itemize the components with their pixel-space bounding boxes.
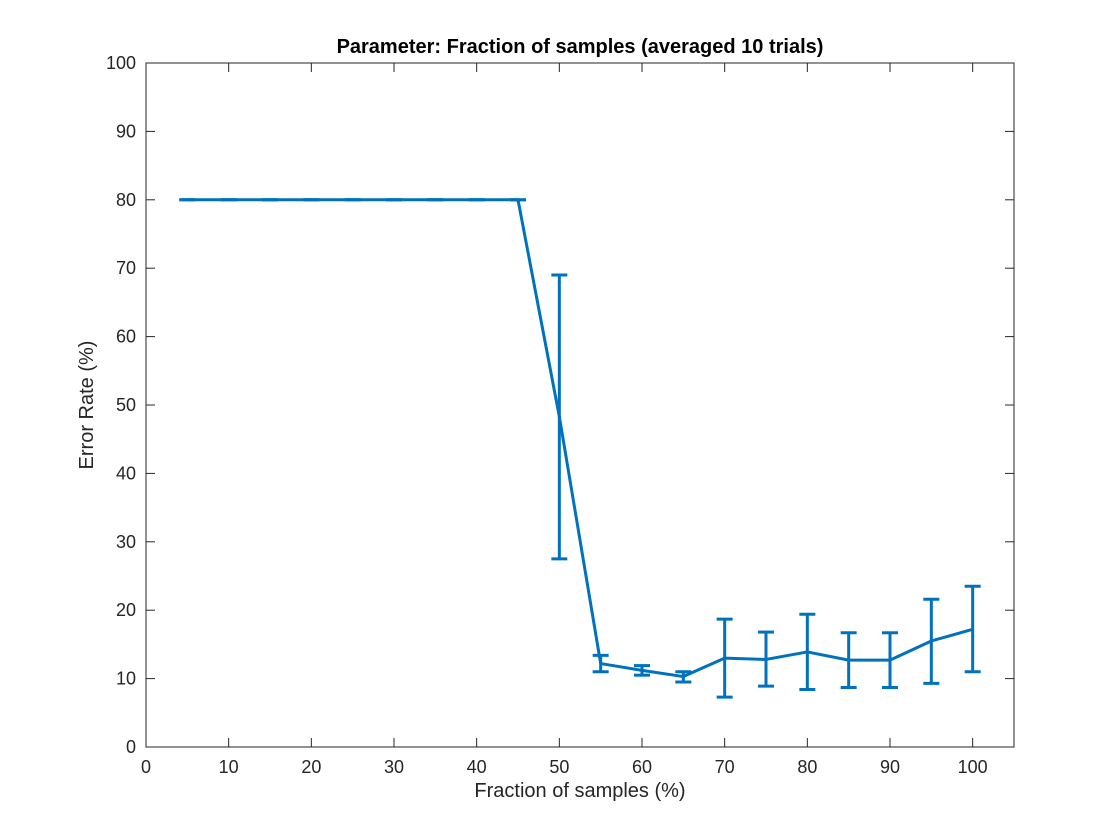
x-tick-label: 90 bbox=[880, 757, 900, 777]
y-tick-label: 20 bbox=[116, 600, 136, 620]
y-tick-label: 80 bbox=[116, 190, 136, 210]
y-tick-label: 100 bbox=[106, 53, 136, 73]
plot-area: 0 10 20 30 40 50 60 70 80 90 100 0 10 20 30 40 50 60 70 80… bbox=[106, 53, 1015, 777]
x-tick-label: 60 bbox=[632, 757, 652, 777]
series-line bbox=[187, 198, 974, 679]
y-tick-label: 0 bbox=[126, 737, 136, 757]
axes-box bbox=[145, 62, 1015, 748]
x-tick-label: 20 bbox=[301, 757, 321, 777]
y-axis-label: Error Rate (%) bbox=[76, 341, 98, 470]
x-tick-label: 40 bbox=[467, 757, 487, 777]
y-axis-ticks: 0 10 20 30 40 50 60 70 80 90 100 bbox=[106, 53, 1014, 757]
y-tick-label: 90 bbox=[116, 121, 136, 141]
x-tick-label: 80 bbox=[797, 757, 817, 777]
chart-title: Parameter: Fraction of samples (averaged… bbox=[337, 36, 824, 58]
y-tick-label: 10 bbox=[116, 669, 136, 689]
x-tick-label: 50 bbox=[549, 757, 569, 777]
x-tick-label: 0 bbox=[141, 757, 151, 777]
x-axis-label: Fraction of samples (%) bbox=[474, 780, 685, 802]
y-tick-label: 70 bbox=[116, 258, 136, 278]
y-tick-label: 30 bbox=[116, 532, 136, 552]
x-tick-label: 100 bbox=[958, 757, 988, 777]
x-tick-label: 10 bbox=[219, 757, 239, 777]
y-tick-label: 50 bbox=[116, 395, 136, 415]
x-tick-label: 70 bbox=[715, 757, 735, 777]
error-bar bbox=[964, 584, 981, 674]
y-tick-label: 40 bbox=[116, 463, 136, 483]
x-axis-ticks: 0 10 20 30 40 50 60 70 80 90 100 bbox=[141, 63, 988, 777]
y-tick-label: 60 bbox=[116, 327, 136, 347]
x-tick-label: 30 bbox=[384, 757, 404, 777]
